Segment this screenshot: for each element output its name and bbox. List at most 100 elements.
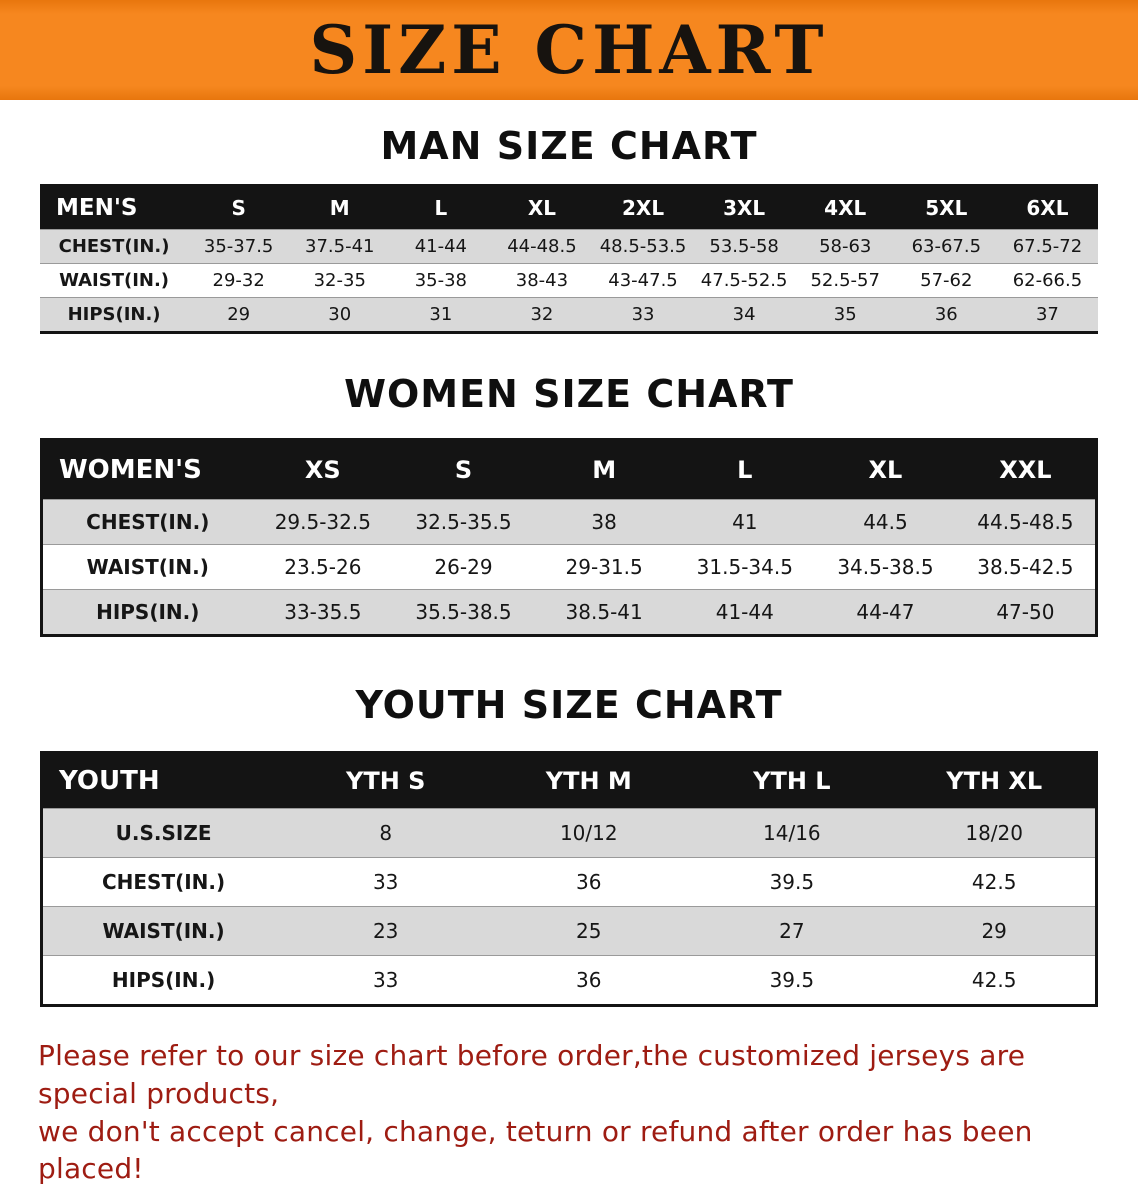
size-value-cell: 36: [487, 955, 691, 1006]
table-row: WAIST(IN.) 29-32 32-35 35-38 38-43 43-47.5 47.…: [40, 263, 1098, 298]
size-column-header: YTH L: [690, 752, 894, 809]
size-value-cell: 29-31.5: [533, 544, 675, 590]
size-column-header: M: [289, 185, 391, 230]
size-value-cell: 37.5-41: [289, 229, 391, 264]
size-value-cell: 38-43: [491, 263, 593, 298]
size-table-body: CHEST(IN.) 29.5-32.5 32.5-35.5 38 41 44.5 44.5…: [41, 499, 1097, 636]
table-group-label: MEN'S: [40, 185, 189, 230]
size-value-cell: 32.5-35.5: [393, 499, 534, 545]
table-row: HIPS(IN.) 33-35.5 35.5-38.5 38.5-41 41-44 44-…: [41, 589, 1097, 636]
size-chart-section: YOUTH SIZE CHART YOUTH YTH S YTH M YTH L YTH …: [0, 683, 1138, 1007]
section-title: WOMEN SIZE CHART: [344, 372, 794, 416]
size-column-header: 2XL: [592, 185, 694, 230]
header-row: WOMEN'S XS S M L XL XXL: [41, 439, 1097, 500]
size-value-cell: 29-32: [188, 263, 290, 298]
size-value-cell: 31: [390, 297, 492, 333]
size-value-cell: 38.5-41: [533, 589, 675, 636]
size-value-cell: 35-38: [390, 263, 492, 298]
size-value-cell: 42.5: [893, 955, 1097, 1006]
size-value-cell: 62-66.5: [996, 263, 1098, 298]
size-value-cell: 44.5: [815, 499, 956, 545]
size-table-body: U.S.SIZE 8 10/12 14/16 18/20 CHEST(IN.) 33 36 39…: [41, 808, 1097, 1006]
table-row: WAIST(IN.) 23 25 27 29: [41, 906, 1097, 956]
size-value-cell: 26-29: [393, 544, 534, 590]
size-value-cell: 34: [693, 297, 795, 333]
sections: MAN SIZE CHART MEN'S S M L XL 2XL 3XL 4XL 5XL 6XL C…: [0, 124, 1138, 1007]
size-value-cell: 42.5: [893, 857, 1097, 907]
size-column-header: 3XL: [693, 185, 795, 230]
size-value-cell: 36: [487, 857, 691, 907]
size-value-cell: 23.5-26: [252, 544, 394, 590]
disclaimer: Please refer to our size chart before or…: [38, 1037, 1100, 1188]
size-value-cell: 41-44: [390, 229, 492, 264]
size-column-header: 6XL: [996, 185, 1098, 230]
size-value-cell: 31.5-34.5: [674, 544, 816, 590]
row-label: U.S.SIZE: [41, 808, 285, 858]
size-value-cell: 30: [289, 297, 391, 333]
size-column-header: YTH S: [284, 752, 488, 809]
row-label: CHEST(IN.): [41, 499, 253, 545]
size-value-cell: 44.5-48.5: [955, 499, 1097, 545]
size-value-cell: 29: [188, 297, 290, 333]
size-value-cell: 39.5: [690, 955, 894, 1006]
page-title: SIZE CHART: [309, 11, 829, 89]
size-column-header: XXL: [955, 439, 1097, 500]
row-label: CHEST(IN.): [40, 229, 189, 264]
row-label: WAIST(IN.): [41, 544, 253, 590]
size-column-header: YTH M: [487, 752, 691, 809]
size-value-cell: 33: [284, 955, 488, 1006]
size-value-cell: 34.5-38.5: [815, 544, 956, 590]
size-column-header: L: [390, 185, 492, 230]
table-group-label: YOUTH: [41, 752, 285, 809]
size-value-cell: 37: [996, 297, 1098, 333]
size-column-header: S: [188, 185, 290, 230]
size-value-cell: 48.5-53.5: [592, 229, 694, 264]
size-table: MEN'S S M L XL 2XL 3XL 4XL 5XL 6XL CHEST(IN.) 35-37…: [40, 184, 1098, 334]
size-table: WOMEN'S XS S M L XL XXL CHEST(IN.) 29.5-32.5 32.5…: [40, 438, 1098, 637]
size-value-cell: 27: [690, 906, 894, 956]
size-value-cell: 63-67.5: [895, 229, 997, 264]
size-value-cell: 35: [794, 297, 896, 333]
header-row: YOUTH YTH S YTH M YTH L YTH XL: [41, 752, 1097, 809]
table-row: CHEST(IN.) 29.5-32.5 32.5-35.5 38 41 44.5 44.5…: [41, 499, 1097, 545]
size-value-cell: 33: [592, 297, 694, 333]
size-value-cell: 38: [533, 499, 675, 545]
row-label: WAIST(IN.): [41, 906, 285, 956]
row-label: HIPS(IN.): [40, 297, 189, 333]
size-value-cell: 25: [487, 906, 691, 956]
size-value-cell: 23: [284, 906, 488, 956]
size-value-cell: 10/12: [487, 808, 691, 858]
size-value-cell: 32-35: [289, 263, 391, 298]
size-table-head: MEN'S S M L XL 2XL 3XL 4XL 5XL 6XL: [40, 185, 1098, 230]
size-value-cell: 32: [491, 297, 593, 333]
size-column-header: XL: [815, 439, 956, 500]
row-label: WAIST(IN.): [40, 263, 189, 298]
row-label: HIPS(IN.): [41, 589, 253, 636]
size-column-header: S: [393, 439, 534, 500]
table-row: CHEST(IN.) 35-37.5 37.5-41 41-44 44-48.5 48.5…: [40, 229, 1098, 264]
disclaimer-line-2: we don't accept cancel, change, teturn o…: [38, 1114, 1033, 1186]
size-value-cell: 36: [895, 297, 997, 333]
table-group-label: WOMEN'S: [41, 439, 253, 500]
size-value-cell: 67.5-72: [996, 229, 1098, 264]
size-table-head: YOUTH YTH S YTH M YTH L YTH XL: [41, 752, 1097, 809]
table-row: U.S.SIZE 8 10/12 14/16 18/20: [41, 808, 1097, 858]
size-value-cell: 43-47.5: [592, 263, 694, 298]
size-value-cell: 29: [893, 906, 1097, 956]
size-chart-section: WOMEN SIZE CHART WOMEN'S XS S M L XL XXL CHEST(I…: [0, 372, 1138, 637]
table-row: HIPS(IN.) 29 30 31 32 33 34 35 36 37: [40, 297, 1098, 333]
table-row: HIPS(IN.) 33 36 39.5 42.5: [41, 955, 1097, 1006]
size-value-cell: 8: [284, 808, 488, 858]
size-column-header: XL: [491, 185, 593, 230]
size-value-cell: 44-47: [815, 589, 956, 636]
disclaimer-line-1: Please refer to our size chart before or…: [38, 1039, 1026, 1110]
size-value-cell: 41: [674, 499, 816, 545]
table-row: CHEST(IN.) 33 36 39.5 42.5: [41, 857, 1097, 907]
size-column-header: M: [533, 439, 675, 500]
size-value-cell: 18/20: [893, 808, 1097, 858]
size-column-header: 5XL: [895, 185, 997, 230]
header-row: MEN'S S M L XL 2XL 3XL 4XL 5XL 6XL: [40, 185, 1098, 230]
size-value-cell: 58-63: [794, 229, 896, 264]
size-value-cell: 53.5-58: [693, 229, 795, 264]
